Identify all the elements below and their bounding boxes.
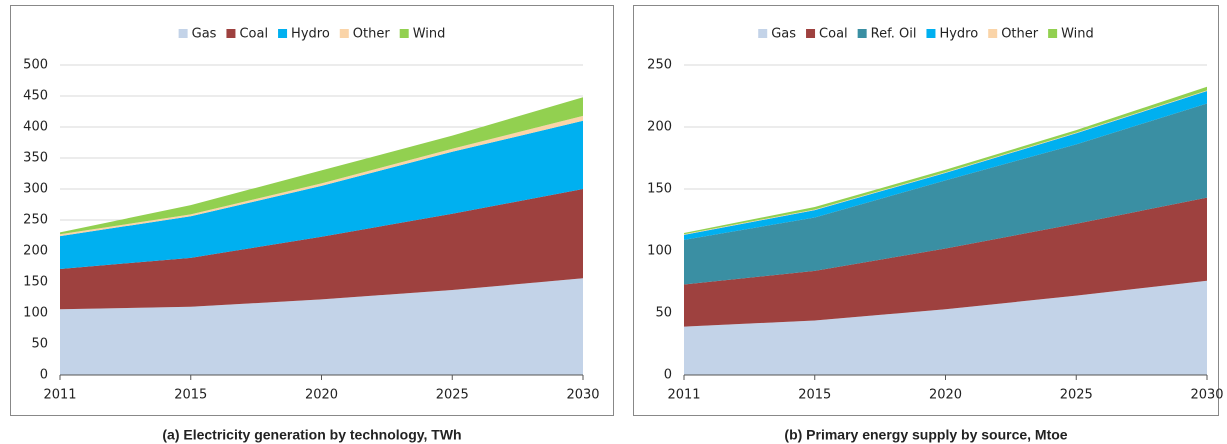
y-tick-label: 450 (23, 89, 48, 104)
y-tick-label: 500 (23, 58, 48, 73)
legend-label: Gas (192, 27, 217, 42)
legend: Gas Coal Ref. Oil Hydro Other Wind (758, 27, 1094, 42)
y-tick-label: 200 (23, 244, 48, 259)
legend-swatch (399, 29, 409, 38)
legend-label: Hydro (939, 27, 978, 42)
legend-swatch (226, 29, 236, 38)
legend-swatch (806, 29, 816, 38)
y-tick-label: 150 (23, 275, 48, 290)
y-tick-label: 100 (23, 306, 48, 321)
x-tick-label: 2020 (305, 388, 338, 403)
y-tick-label: 0 (664, 368, 672, 383)
y-tick-label: 350 (23, 151, 48, 166)
legend-swatch (857, 29, 867, 38)
x-tick-label: 2025 (436, 388, 469, 403)
legend-label: Other (353, 27, 391, 42)
area (684, 103, 1207, 285)
area (684, 197, 1207, 327)
legend: Gas Coal Hydro Other Wind (178, 27, 446, 42)
legend-label: Gas (771, 27, 796, 42)
x-tick-label: 2015 (798, 388, 831, 403)
y-tick-label: 150 (647, 182, 672, 197)
legend-label: Hydro (291, 27, 330, 42)
x-tick-label: 2015 (174, 388, 207, 403)
legend-label: Other (1001, 27, 1039, 42)
y-tick-label: 250 (647, 58, 672, 73)
area (684, 280, 1207, 375)
legend-label: Coal (819, 27, 848, 42)
y-tick-label: 250 (23, 213, 48, 228)
y-tick-label: 50 (31, 337, 48, 352)
caption: (b) Primary energy supply by source, Mto… (784, 427, 1067, 443)
x-tick-label: 2011 (43, 388, 76, 403)
area (60, 189, 583, 310)
legend-swatch (339, 29, 349, 38)
y-tick-label: 50 (655, 306, 672, 321)
area (60, 120, 583, 269)
legend-label: Wind (1061, 27, 1094, 42)
x-tick-label: 2011 (667, 388, 700, 403)
legend-swatch (988, 29, 998, 38)
x-tick-label: 2030 (566, 388, 599, 403)
area (60, 278, 583, 375)
legend-swatch (1048, 29, 1058, 38)
legend-label: Wind (413, 27, 446, 42)
legend-swatch (926, 29, 936, 38)
legend-swatch (278, 29, 288, 38)
legend-swatch (178, 29, 188, 38)
x-tick-label: 2025 (1060, 388, 1093, 403)
y-tick-label: 0 (40, 368, 48, 383)
caption: (a) Electricity generation by technology… (162, 427, 461, 443)
legend-label: Ref. Oil (871, 27, 917, 42)
y-tick-label: 300 (23, 182, 48, 197)
x-tick-label: 2030 (1190, 388, 1223, 403)
legend-swatch (758, 29, 768, 38)
legend-label: Coal (239, 27, 268, 42)
y-tick-label: 100 (647, 244, 672, 259)
y-tick-label: 200 (647, 120, 672, 135)
x-tick-label: 2020 (929, 388, 962, 403)
y-tick-label: 400 (23, 120, 48, 135)
